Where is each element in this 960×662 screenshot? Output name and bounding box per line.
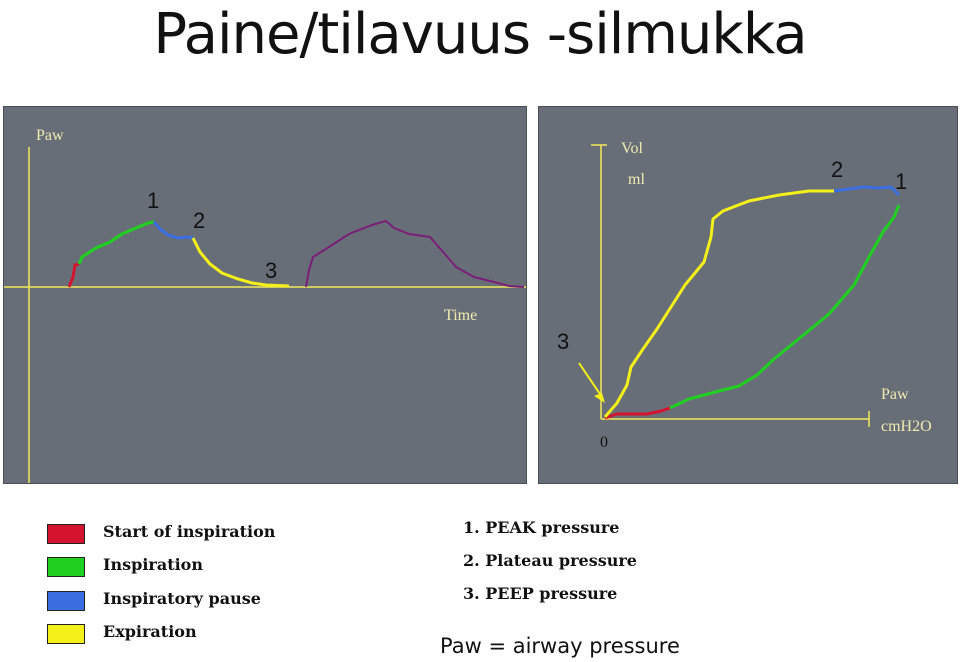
footnote: Paw = airway pressure [440, 634, 680, 658]
start-of-inspiration-segment [67, 262, 80, 288]
inspiration-segment [77, 220, 155, 265]
inspiration-segment [669, 204, 901, 410]
point-label-peep: 3 [557, 329, 569, 354]
second-breath-curve [305, 219, 525, 288]
peep-arrow-head [594, 393, 605, 403]
point-label-plateau: 2 [831, 157, 843, 182]
start-of-inspiration-segment [604, 406, 671, 420]
expiration-segment [603, 189, 834, 418]
peep-arrow-shaft [578, 362, 603, 398]
y-axis-label: Paw [36, 127, 64, 144]
legend-swatch [47, 624, 85, 644]
legend-label: Inspiratory pause [103, 589, 261, 608]
origin-label: 0 [600, 434, 608, 451]
expiration-segment [191, 237, 290, 288]
pressure-item-peep: 3. PEEP pressure [463, 584, 618, 603]
x-axis-label: Time [444, 307, 477, 324]
point-label-peep: 3 [265, 258, 277, 283]
x-axis-label: Paw [881, 386, 909, 403]
inspiratory-pause-segment [833, 185, 901, 197]
legend-label: Expiration [103, 622, 197, 641]
pressure-volume-panel: Vol ml Paw cmH2O 0 2 1 3 [538, 106, 958, 484]
color-legend: Start of inspiration Inspiration Inspira… [47, 522, 367, 647]
legend-swatch [47, 591, 85, 611]
x-axis-unit: cmH2O [881, 418, 932, 435]
legend-label: Start of inspiration [103, 522, 276, 541]
pressure-time-panel: Paw Time 1 2 3 [3, 106, 527, 484]
pressure-time-plot: Paw Time 1 2 3 [4, 127, 526, 483]
y-axis-label: Vol [621, 140, 643, 157]
inspiratory-pause-segment [152, 221, 194, 240]
legend-swatch [47, 557, 85, 577]
pressure-item-plateau: 2. Plateau pressure [463, 551, 637, 570]
legend-label: Inspiration [103, 555, 203, 574]
legend-swatch [47, 524, 85, 544]
point-label-peak: 1 [147, 188, 159, 213]
point-label-peak: 1 [895, 169, 907, 194]
point-label-plateau: 2 [193, 208, 205, 233]
pressure-volume-plot: Vol ml Paw cmH2O 0 2 1 3 [557, 140, 932, 451]
y-axis-unit: ml [628, 171, 645, 188]
pressure-item-peak: 1. PEAK pressure [463, 518, 620, 537]
page-title: Paine/tilavuus -silmukka [153, 2, 807, 67]
